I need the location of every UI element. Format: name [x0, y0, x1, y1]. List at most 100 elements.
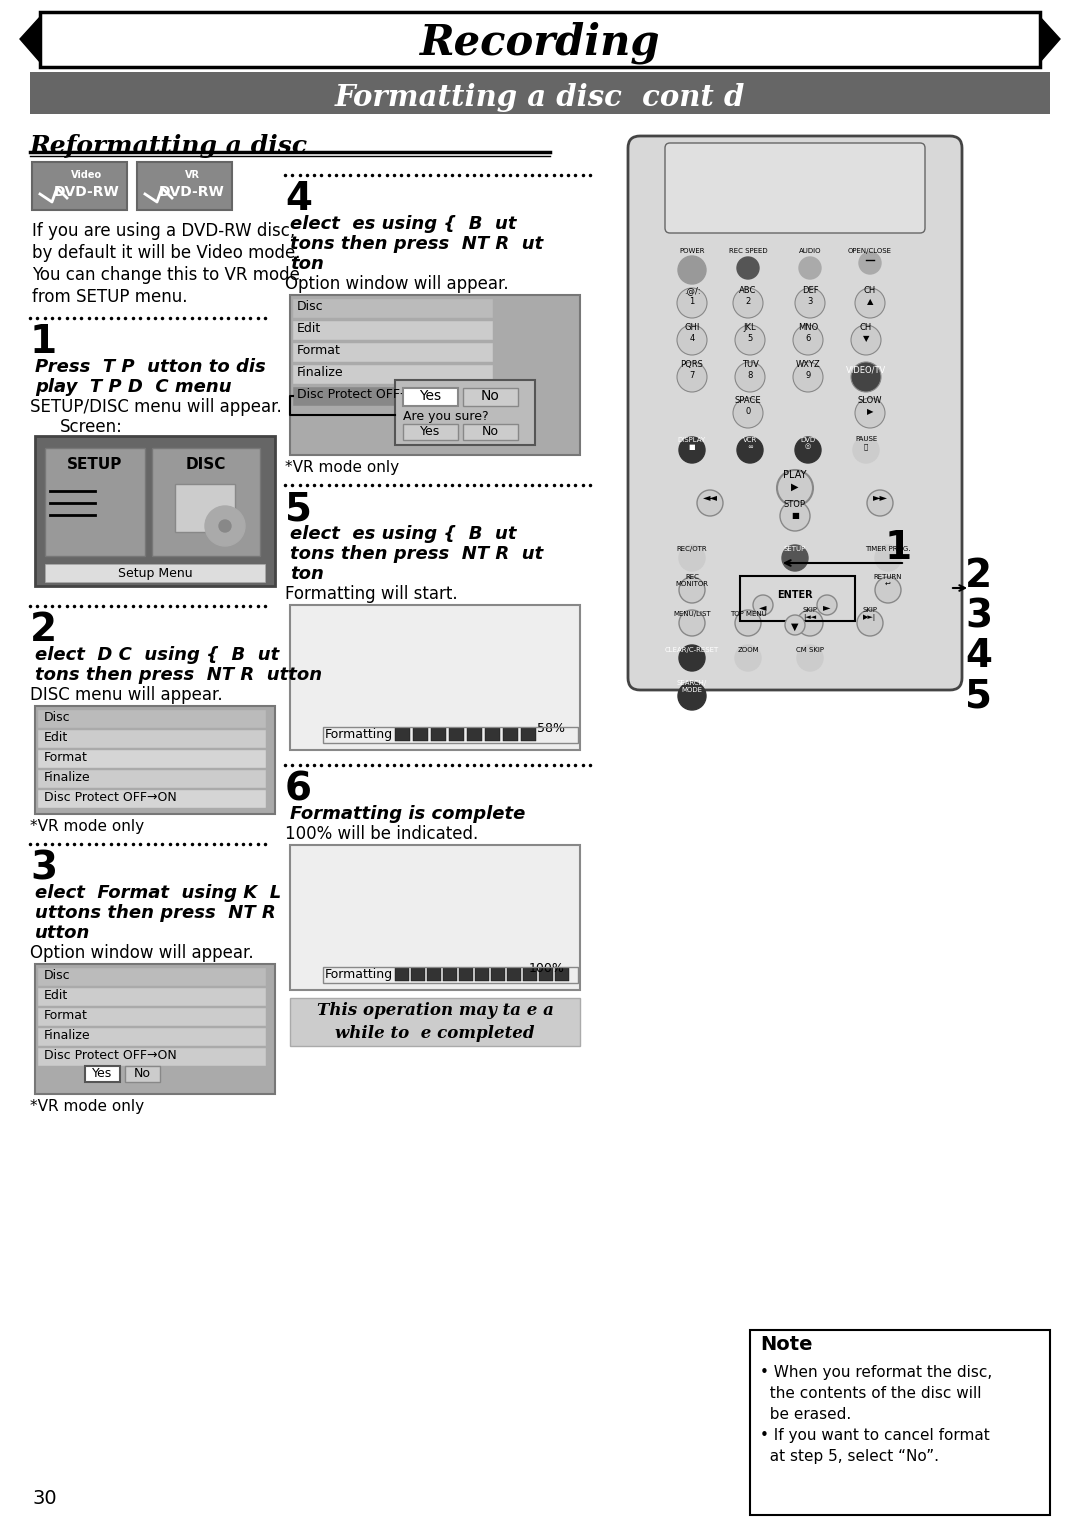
Text: Disc Protect OFF→ON: Disc Protect OFF→ON: [297, 388, 430, 401]
Text: JKL
5: JKL 5: [744, 324, 756, 343]
Text: elect  es using {  B  ut: elect es using { B ut: [291, 215, 516, 233]
Text: PLAY
▶: PLAY ▶: [783, 470, 807, 491]
Text: TUV
8: TUV 8: [742, 360, 758, 380]
Text: Reformatting a disc: Reformatting a disc: [30, 134, 308, 159]
Text: 5: 5: [966, 678, 993, 716]
Text: Setup Menu: Setup Menu: [118, 566, 192, 580]
Text: ►: ►: [823, 601, 831, 612]
Text: tons then press  NT R  ut: tons then press NT R ut: [291, 545, 543, 563]
Text: SKIP
▶►|: SKIP ▶►|: [863, 607, 877, 621]
Text: ton: ton: [291, 255, 324, 273]
Text: utton: utton: [35, 925, 91, 942]
Bar: [293, 320, 492, 340]
Text: VIDEO/TV: VIDEO/TV: [846, 366, 886, 374]
FancyBboxPatch shape: [627, 136, 962, 690]
Text: Disc Protect OFF→ON: Disc Protect OFF→ON: [297, 388, 430, 401]
Text: Disc: Disc: [44, 969, 70, 983]
Text: elect  D C  using {  B  ut: elect D C using { B ut: [35, 645, 280, 664]
Circle shape: [853, 436, 879, 462]
Bar: [45, 449, 145, 555]
Bar: [411, 967, 426, 981]
Text: DEF
3: DEF 3: [801, 287, 819, 305]
Text: Format: Format: [44, 751, 87, 765]
Text: WXYZ
9: WXYZ 9: [796, 360, 821, 380]
Bar: [475, 967, 489, 981]
Text: PAUSE
⏸: PAUSE ⏸: [855, 436, 877, 450]
Text: from SETUP menu.: from SETUP menu.: [32, 288, 188, 307]
Text: REC
MONITOR: REC MONITOR: [675, 574, 708, 586]
Bar: [40, 12, 1040, 67]
Bar: [38, 749, 266, 768]
Bar: [449, 728, 464, 742]
Circle shape: [678, 682, 706, 710]
Text: 58%: 58%: [537, 722, 565, 736]
Text: 3: 3: [966, 597, 993, 635]
Bar: [38, 790, 266, 807]
Circle shape: [753, 595, 773, 615]
Text: tons then press  NT R  ut: tons then press NT R ut: [291, 235, 543, 253]
Bar: [523, 967, 537, 981]
Bar: [38, 1048, 266, 1067]
Text: 2: 2: [966, 557, 993, 595]
Text: • When you reformat the disc,
  the contents of the disc will
  be erased.
• If : • When you reformat the disc, the conten…: [760, 1364, 993, 1463]
Text: 1: 1: [30, 324, 57, 362]
Text: Formatting is complete: Formatting is complete: [291, 806, 525, 823]
Text: *VR mode only: *VR mode only: [30, 1099, 144, 1114]
Text: Format: Format: [297, 343, 341, 357]
Text: ton: ton: [291, 565, 324, 583]
Text: MNO
6: MNO 6: [798, 324, 819, 343]
Bar: [463, 424, 518, 439]
Text: DVD
◎: DVD ◎: [800, 436, 815, 450]
Circle shape: [780, 501, 810, 531]
Circle shape: [851, 325, 881, 356]
Bar: [413, 728, 428, 742]
Circle shape: [816, 595, 837, 615]
Text: tons then press  NT R  utton: tons then press NT R utton: [35, 665, 322, 684]
Text: Disc: Disc: [44, 711, 70, 723]
Text: Finalize: Finalize: [44, 771, 91, 784]
Circle shape: [735, 645, 761, 671]
Bar: [459, 967, 473, 981]
Text: No: No: [482, 426, 499, 438]
Text: Option window will appear.: Option window will appear.: [30, 945, 254, 961]
Bar: [431, 728, 446, 742]
Circle shape: [858, 610, 883, 636]
Text: uttons then press  NT R: uttons then press NT R: [35, 903, 275, 922]
Text: Are you sure?: Are you sure?: [403, 410, 488, 423]
Text: STOP
■: STOP ■: [784, 501, 806, 520]
Bar: [293, 299, 492, 317]
Text: Formatting will start.: Formatting will start.: [285, 584, 458, 603]
Text: No: No: [134, 1067, 150, 1080]
Bar: [38, 729, 266, 748]
Bar: [503, 728, 518, 742]
Bar: [463, 388, 518, 406]
Text: AUDIO: AUDIO: [799, 249, 821, 253]
Bar: [293, 388, 492, 406]
Bar: [38, 967, 266, 986]
Bar: [293, 343, 492, 362]
Text: SETUP: SETUP: [67, 456, 123, 472]
Circle shape: [875, 545, 901, 571]
Circle shape: [735, 610, 761, 636]
Text: DVD-RW: DVD-RW: [159, 185, 225, 198]
Circle shape: [867, 490, 893, 516]
Text: SLOW
▶: SLOW ▶: [858, 397, 882, 415]
Bar: [539, 967, 553, 981]
Bar: [293, 365, 492, 385]
Circle shape: [859, 252, 881, 275]
Text: DISPLAY
■: DISPLAY ■: [678, 436, 706, 450]
Text: CLEAR/C-RESET: CLEAR/C-RESET: [665, 647, 719, 653]
Text: RETURN
↩: RETURN ↩: [874, 574, 902, 586]
Text: ZOOM: ZOOM: [738, 647, 759, 653]
Text: You can change this to VR mode: You can change this to VR mode: [32, 266, 300, 284]
Text: MENU/LIST: MENU/LIST: [673, 610, 711, 617]
Circle shape: [737, 436, 762, 462]
Text: 30: 30: [32, 1488, 56, 1508]
Text: 100% will be indicated.: 100% will be indicated.: [285, 826, 478, 842]
Text: GHI
4: GHI 4: [685, 324, 700, 343]
Text: Format: Format: [44, 1009, 87, 1022]
Circle shape: [785, 615, 805, 635]
Text: 1: 1: [885, 530, 913, 568]
Text: Option window will appear.: Option window will appear.: [285, 275, 509, 293]
Circle shape: [678, 256, 706, 284]
